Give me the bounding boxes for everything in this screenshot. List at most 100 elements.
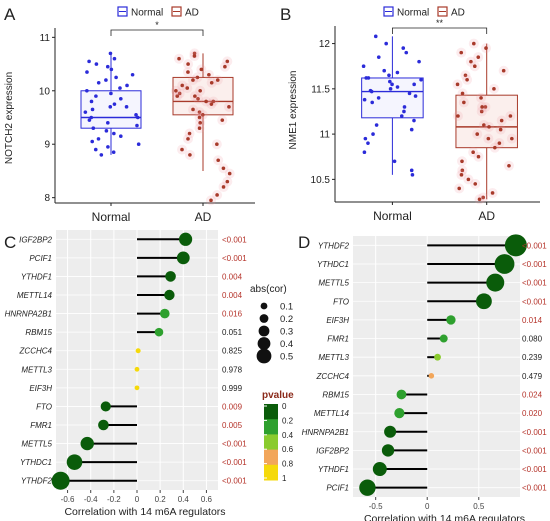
lollipop-dot (134, 366, 140, 372)
pvalue-legend-label: 1 (282, 474, 287, 483)
legend-label-ad: AD (451, 8, 465, 19)
pvalue-label: <0.001 (522, 260, 547, 269)
data-point (83, 110, 88, 114)
data-point (225, 59, 230, 64)
data-point (371, 132, 375, 136)
data-point (104, 78, 108, 82)
pvalue-legend-label: 0.2 (282, 416, 294, 425)
pvalue-legend-label: 0.4 (282, 431, 294, 440)
panel-b: B Normal AD 10.5 11 11.5 12 Normal AD ** NME1 e… (280, 5, 540, 223)
significance-bracket (392, 27, 488, 34)
gene-label-ythdf1: YTHDF1 (21, 272, 52, 281)
gene-label-ythdf2: YTHDF2 (21, 477, 53, 486)
data-point (105, 64, 110, 69)
data-point (104, 129, 109, 133)
lollipop-dot (394, 408, 405, 419)
data-point (460, 91, 465, 96)
lollipop-dot (159, 308, 170, 319)
data-point (409, 168, 414, 173)
data-point (501, 68, 506, 73)
data-point (362, 150, 367, 155)
data-point (487, 125, 491, 129)
y-tick-label: 9 (44, 140, 50, 151)
data-point (118, 134, 123, 139)
x-tick-label: 0.5 (473, 502, 485, 511)
gene-label-ythdc1: YTHDC1 (317, 260, 349, 269)
pvalue-label: 0.080 (522, 335, 543, 344)
data-point (387, 73, 391, 78)
lollipop-dot (384, 425, 397, 438)
size-legend-label: 0.4 (280, 339, 293, 350)
data-point (363, 136, 368, 141)
data-point (395, 85, 400, 89)
data-point (369, 89, 374, 94)
pvalue-label: 0.239 (522, 353, 543, 362)
data-point (402, 109, 406, 114)
data-point (191, 78, 195, 82)
gene-label-fmr1: FMR1 (327, 335, 349, 344)
panel-d: D YTHDF2 <0.001 YTHDC1 <0.001 METTL5 <0.001 FT… (298, 233, 547, 521)
data-point (390, 82, 394, 87)
y-tick-label: 12 (319, 39, 331, 50)
data-point (85, 88, 89, 93)
box-series-ad (170, 48, 235, 206)
data-point (216, 158, 220, 163)
data-point (135, 115, 140, 120)
pvalue-label: 0.999 (222, 384, 243, 393)
x-tick-label-ad: AD (478, 209, 495, 223)
gene-label-pcif1: PCIF1 (326, 484, 349, 493)
y-tick-label: 11 (40, 33, 51, 44)
lollipop-dot (51, 471, 70, 490)
pvalue-legend-swatch (264, 404, 278, 420)
data-point (215, 142, 219, 147)
gene-label-igf2bp2: IGF2BP2 (316, 446, 349, 455)
data-point (186, 137, 190, 141)
gene-label-mettl5: METTL5 (21, 440, 52, 449)
lollipop-dot (439, 334, 448, 343)
data-point (207, 72, 211, 77)
pvalue-legend-label: 0.8 (282, 460, 294, 469)
lollipop-dot (179, 232, 193, 246)
lollipop-dot (476, 293, 492, 310)
lollipop-dot (359, 479, 376, 496)
data-point (376, 55, 381, 59)
data-point (388, 87, 393, 91)
lollipop-dot (98, 419, 109, 431)
gene-label-rbm15: RBM15 (25, 328, 52, 337)
x-tick-label: 0 (135, 495, 140, 504)
data-point (135, 123, 139, 128)
data-point (463, 73, 468, 78)
data-point (480, 105, 484, 109)
pvalue-label: <0.001 (522, 297, 547, 306)
gene-label-mettl3: METTL3 (318, 353, 349, 362)
data-point (492, 87, 496, 91)
x-tick-label-normal: Normal (373, 209, 412, 223)
pvalue-label: 0.014 (522, 316, 543, 325)
gene-label-fmr1: FMR1 (30, 421, 52, 430)
x-tick-label: 0 (425, 502, 430, 511)
pvalue-label: 0.004 (222, 272, 243, 281)
x-tick-label: 0.6 (201, 495, 213, 504)
data-point (457, 186, 462, 191)
data-point (90, 139, 95, 144)
data-point (482, 123, 486, 127)
size-legend-label: 0.1 (280, 302, 293, 313)
y-tick-label: 10.5 (311, 175, 331, 186)
gene-label-mettl3: METTL3 (21, 365, 52, 374)
gene-label-pcif1: PCIF1 (29, 254, 52, 263)
data-point (455, 82, 460, 87)
data-point (215, 193, 219, 197)
data-point (136, 142, 141, 147)
data-point (186, 70, 190, 74)
pvalue-label: <0.001 (522, 241, 547, 250)
data-point (199, 67, 204, 72)
lollipop-dot (154, 327, 164, 337)
x-tick-label: 0.2 (155, 495, 167, 504)
pvalue-label: 0.024 (522, 390, 543, 399)
legend-label-ad: AD (185, 8, 199, 19)
data-point (87, 59, 91, 64)
data-point (197, 126, 202, 130)
gene-label-fto: FTO (36, 402, 52, 411)
data-point (472, 41, 476, 46)
legend-a: Normal AD (117, 6, 199, 19)
